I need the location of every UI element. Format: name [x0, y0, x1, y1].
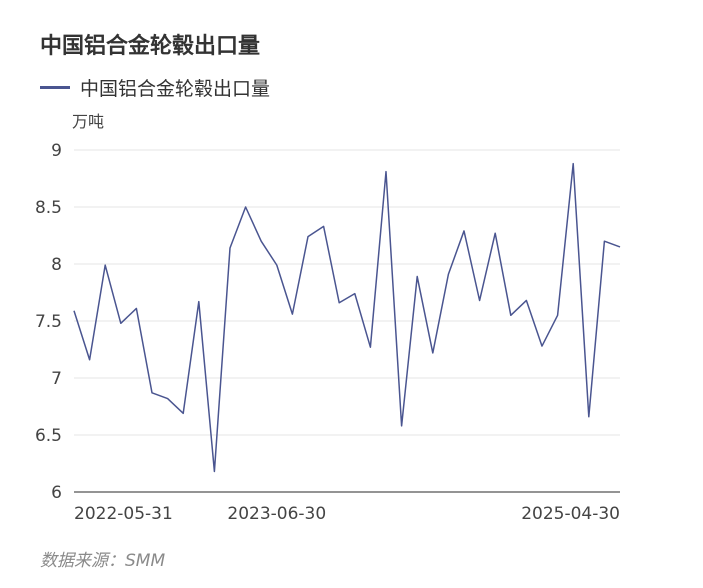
- y-axis-unit: 万吨: [72, 112, 105, 131]
- x-tick-label: 2025-04-30: [521, 504, 620, 524]
- x-tick-label: 2022-05-31: [74, 504, 173, 524]
- y-tick-label: 8: [51, 255, 62, 275]
- x-tick-labels: 2022-05-31 2023-06-30 2025-04-30: [74, 504, 620, 524]
- grid-lines: [74, 149, 620, 493]
- y-tick-label: 8.5: [35, 198, 62, 218]
- x-tick-label: 2023-06-30: [227, 504, 326, 524]
- y-tick-label: 6: [51, 483, 62, 503]
- y-tick-label: 9: [51, 141, 62, 161]
- data-source: 数据来源：SMM: [40, 551, 166, 571]
- series-line: [73, 162, 621, 473]
- y-tick-label: 7: [51, 369, 62, 389]
- legend[interactable]: 中国铝合金轮毂出口量: [40, 74, 270, 101]
- y-tick-label: 7.5: [35, 312, 62, 332]
- chart-title: 中国铝合金轮毂出口量: [40, 34, 261, 59]
- legend-line-swatch: [40, 86, 70, 89]
- y-tick-label: 6.5: [35, 426, 62, 446]
- data-points: [73, 163, 621, 472]
- legend-label: 中国铝合金轮毂出口量: [80, 78, 271, 100]
- y-tick-labels: 6 6.5 7 7.5 8 8.5 9: [35, 141, 62, 503]
